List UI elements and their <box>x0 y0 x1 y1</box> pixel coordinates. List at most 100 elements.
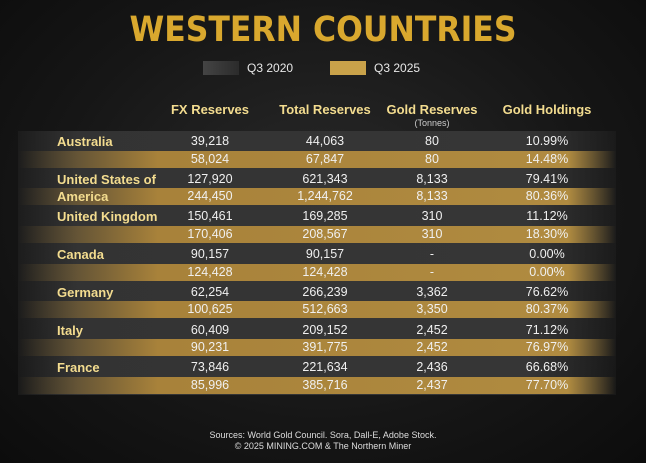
row-q3-2025: 124,428 124,428 - 0.00% <box>18 263 616 281</box>
cell: 124,428 <box>187 264 233 279</box>
cell: 2,452 <box>416 322 448 337</box>
cell: 10.99% <box>525 134 569 148</box>
cell: 221,634 <box>302 360 348 375</box>
cell: 90,231 <box>190 340 230 354</box>
cell: 73,846 <box>190 360 230 375</box>
cell: 71.12% <box>525 322 569 337</box>
country-group: 150,461 169,285 310 11.12% 170,406 208,567 310… <box>18 206 616 244</box>
cell: 8,133 <box>416 189 448 204</box>
cell: 244,450 <box>187 189 233 204</box>
sources: Sources: World Gold Council. Sora, Dall-… <box>209 430 437 440</box>
header-fx: FX Reserves <box>170 102 250 117</box>
cell: 310 <box>421 226 443 241</box>
cell: 80.37% <box>525 302 569 317</box>
country-label: Canada <box>57 247 104 263</box>
cell: 512,663 <box>302 302 348 317</box>
country-label: United Kingdom <box>57 209 158 225</box>
cell: 18.30% <box>525 226 569 241</box>
cell: 0.00% <box>529 264 565 279</box>
legend-q3-2025: Q3 2025 <box>330 60 420 76</box>
cell: 66.68% <box>525 360 569 375</box>
country-group: 60,409 209,152 2,452 71.12% 90,231 391,775 2,4… <box>18 320 616 358</box>
cell: 58,024 <box>190 151 230 166</box>
country-label: France <box>57 360 100 376</box>
cell: 621,343 <box>302 171 348 186</box>
legend-label: Q3 2025 <box>374 61 421 75</box>
legend-swatch <box>203 61 239 75</box>
legend-label: Q3 2020 <box>247 61 294 75</box>
cell: 170,406 <box>187 226 233 241</box>
cell: - <box>429 264 435 279</box>
row-q3-2025: 85,996 385,716 2,437 77.70% <box>18 376 616 394</box>
country-group: 90,157 90,157 - 0.00% 124,428 124,428 - 0.00% Ca… <box>18 244 616 282</box>
cell: 391,775 <box>302 340 348 354</box>
country-label: Australia <box>57 134 113 149</box>
cell: 385,716 <box>302 377 348 392</box>
cell: 127,920 <box>187 171 233 186</box>
cell: 79.41% <box>525 171 569 186</box>
cell: 2,437 <box>416 377 448 392</box>
cell: 76.97% <box>525 340 569 354</box>
country-group: 73,846 221,634 2,436 66.68% 85,996 385,716 2,4… <box>18 357 616 395</box>
cell: 39,218 <box>190 134 230 148</box>
cell: 67,847 <box>305 151 345 166</box>
header-gold-reserves: Gold Reserves <box>386 102 478 117</box>
copyright: © 2025 MINING.COM & The Northern Miner <box>234 441 412 451</box>
cell: 80 <box>425 134 439 148</box>
cell: 11.12% <box>526 209 568 224</box>
page-title: WESTERN COUNTRIES <box>129 10 517 50</box>
cell: 80 <box>425 151 439 166</box>
data-table: 39,218 44,063 80 10.99% 58,024 67,847 80 14.48%… <box>18 131 616 395</box>
row-q3-2025: 100,625 512,663 3,350 80.37% <box>18 301 616 319</box>
cell: 85,996 <box>190 377 230 392</box>
legend-swatch <box>330 61 366 75</box>
cell: 2,436 <box>416 360 448 375</box>
footer: Sources: World Gold Council. Sora, Dall-… <box>0 430 646 452</box>
cell: 208,567 <box>302 226 348 241</box>
row-q3-2020: 150,461 169,285 310 11.12% <box>18 208 616 225</box>
row-q3-2025: 58,024 67,847 80 14.48% <box>18 150 616 168</box>
cell: 1,244,762 <box>297 189 353 204</box>
row-q3-2020: 60,409 209,152 2,452 71.12% <box>18 322 616 339</box>
cell: 76.62% <box>525 284 569 299</box>
cell: 60,409 <box>190 322 230 337</box>
country-label: United States of America <box>57 171 156 205</box>
legend-q3-2020: Q3 2020 <box>203 60 293 76</box>
cell: 150,461 <box>187 209 233 224</box>
country-group: 39,218 44,063 80 10.99% 58,024 67,847 80 14.48%… <box>18 131 616 169</box>
cell: 209,152 <box>302 322 348 337</box>
cell: 3,362 <box>416 284 448 299</box>
country-group: 62,254 266,239 3,362 76.62% 100,625 512,663 3,… <box>18 282 616 320</box>
cell: 80.36% <box>525 189 569 204</box>
country-group: 127,920 621,343 8,133 79.41% 244,450 1,244,76… <box>18 169 616 207</box>
cell: 8,133 <box>416 171 448 186</box>
row-q3-2020: 127,920 621,343 8,133 79.41% <box>18 171 616 188</box>
cell: 266,239 <box>302 284 348 299</box>
cell: 44,063 <box>305 134 345 148</box>
cell: 62,254 <box>190 284 230 299</box>
cell: 124,428 <box>302 264 348 279</box>
country-label: Germany <box>57 284 114 300</box>
row-q3-2020: 90,157 90,157 - 0.00% <box>18 246 616 263</box>
header-gold-holdings: Gold Holdings <box>502 102 592 117</box>
cell: - <box>429 247 435 262</box>
cell: 90,157 <box>190 247 230 262</box>
country-label: Italy <box>57 322 84 338</box>
cell: 169,285 <box>302 209 348 224</box>
row-q3-2025: 90,231 391,775 2,452 76.97% <box>18 339 616 356</box>
row-q3-2020: 39,218 44,063 80 10.99% <box>18 133 616 150</box>
cell: 310 <box>421 209 443 224</box>
cell: 77.70% <box>525 377 569 392</box>
cell: 14.48% <box>525 151 569 166</box>
cell: 0.00% <box>529 247 565 262</box>
row-q3-2025: 244,450 1,244,762 8,133 80.36% <box>18 188 616 206</box>
unit-tonnes: (Tonnes) <box>414 118 450 128</box>
cell: 100,625 <box>187 302 233 317</box>
row-q3-2025: 170,406 208,567 310 18.30% <box>18 225 616 243</box>
header-total: Total Reserves <box>279 102 371 117</box>
row-q3-2020: 62,254 266,239 3,362 76.62% <box>18 284 616 301</box>
cell: 90,157 <box>305 247 345 262</box>
cell: 3,350 <box>416 302 448 317</box>
row-q3-2020: 73,846 221,634 2,436 66.68% <box>18 359 616 376</box>
cell: 2,452 <box>416 340 448 354</box>
